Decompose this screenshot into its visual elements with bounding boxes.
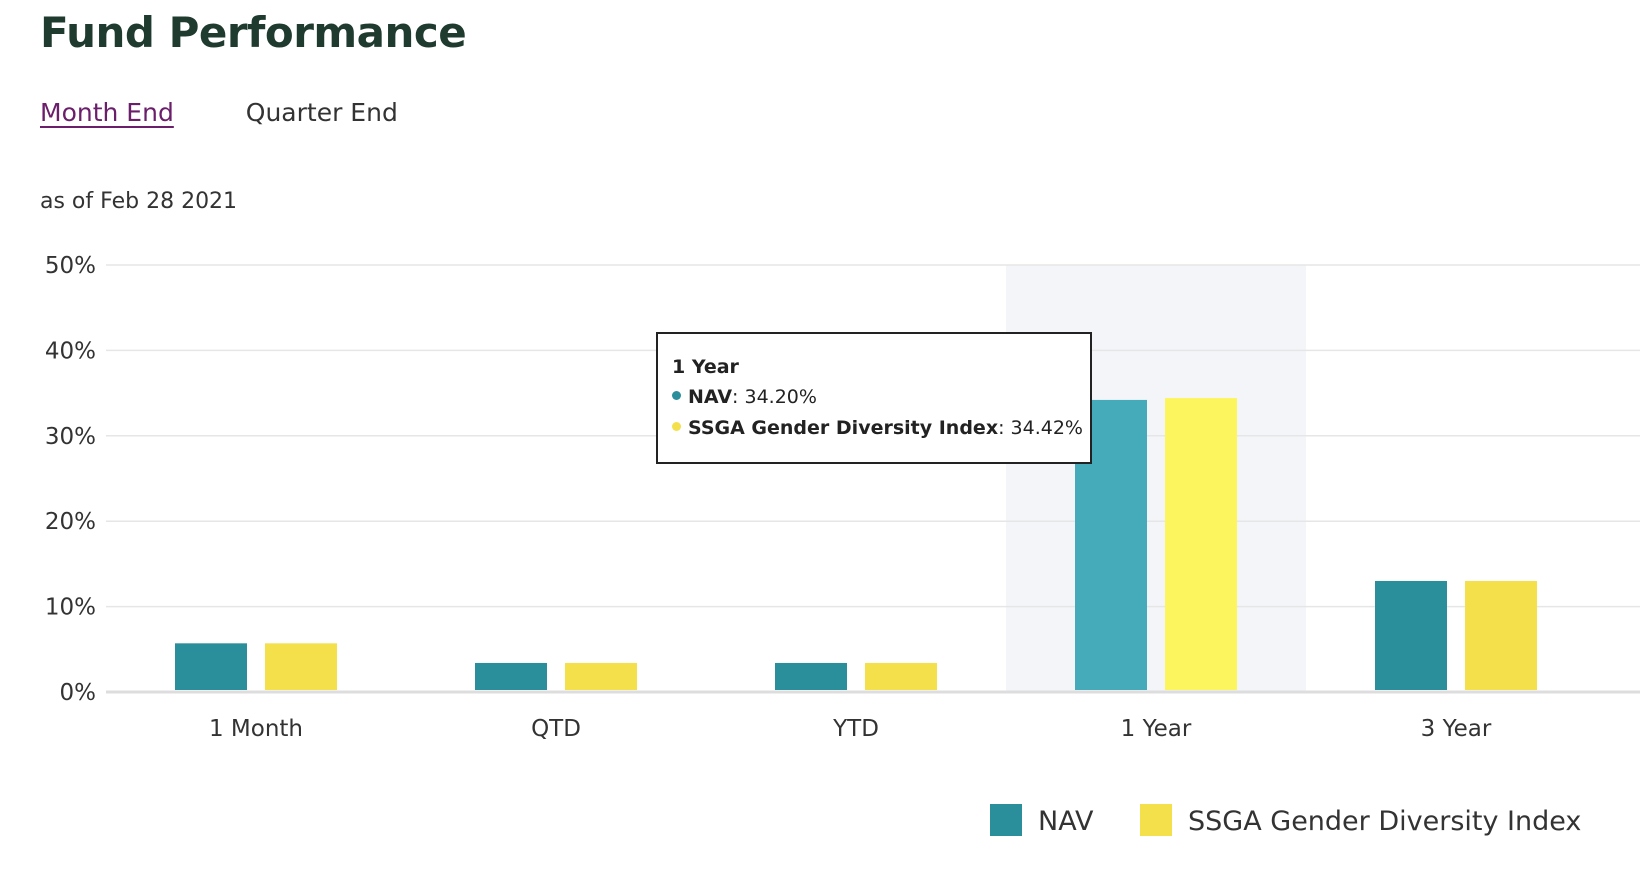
tooltip-separator: : (732, 386, 739, 408)
bar-index[interactable] (1465, 580, 1537, 690)
page-title: Fund Performance (40, 8, 467, 57)
tooltip-series-name: NAV (688, 386, 733, 408)
chart-legend: NAV SSGA Gender Diversity Index (990, 803, 1619, 839)
highlight-band (1006, 265, 1306, 692)
index-dot-icon (672, 422, 681, 431)
index-swatch-icon (1140, 803, 1173, 836)
y-tick-label: 0% (60, 680, 97, 706)
tab-month-end[interactable]: Month End (40, 98, 174, 127)
tooltip-value: 34.42% (1010, 417, 1083, 439)
x-tick-label: 3 Year (1421, 716, 1492, 742)
tooltip-heading: 1 Year (672, 356, 739, 378)
x-tick-label: QTD (531, 716, 581, 742)
bar-index[interactable] (1165, 398, 1237, 690)
nav-dot-icon (672, 391, 681, 400)
y-tick-label: 40% (45, 338, 96, 364)
tooltip-value: 34.20% (744, 386, 817, 408)
period-tabs: Month End Quarter End (40, 98, 462, 127)
tooltip-separator: : (998, 417, 1005, 439)
x-tick-label: 1 Month (209, 716, 303, 742)
nav-swatch-icon (990, 803, 1022, 836)
bar-nav[interactable] (475, 662, 547, 690)
tooltip-row-index: SSGA Gender Diversity Index: 34.42% (672, 417, 1083, 439)
tooltip-row-nav: NAV: 34.20% (672, 386, 1076, 408)
y-tick-label: 50% (45, 253, 96, 279)
x-tick-label: YTD (832, 716, 879, 742)
as-of-date: as of Feb 28 2021 (40, 189, 238, 214)
tab-quarter-end[interactable]: Quarter End (245, 98, 398, 127)
x-tick-label: 1 Year (1121, 716, 1192, 742)
bar-nav[interactable] (775, 662, 847, 690)
bar-nav[interactable] (175, 643, 247, 690)
y-tick-label: 10% (45, 595, 96, 621)
chart-tooltip: 1 Year NAV: 34.20% SSGA Gender Diversity… (656, 332, 1092, 464)
legend-item-index[interactable]: SSGA Gender Diversity Index (1140, 803, 1582, 839)
legend-label: SSGA Gender Diversity Index (1188, 806, 1582, 837)
bar-index[interactable] (565, 662, 637, 690)
y-tick-label: 30% (45, 424, 96, 450)
bar-index[interactable] (265, 643, 337, 690)
tooltip-series-name: SSGA Gender Diversity Index (688, 417, 999, 439)
legend-item-nav[interactable]: NAV (990, 803, 1094, 839)
bar-nav[interactable] (1375, 580, 1447, 690)
legend-label: NAV (1038, 806, 1094, 837)
y-tick-label: 20% (45, 509, 96, 535)
bar-index[interactable] (865, 662, 937, 690)
